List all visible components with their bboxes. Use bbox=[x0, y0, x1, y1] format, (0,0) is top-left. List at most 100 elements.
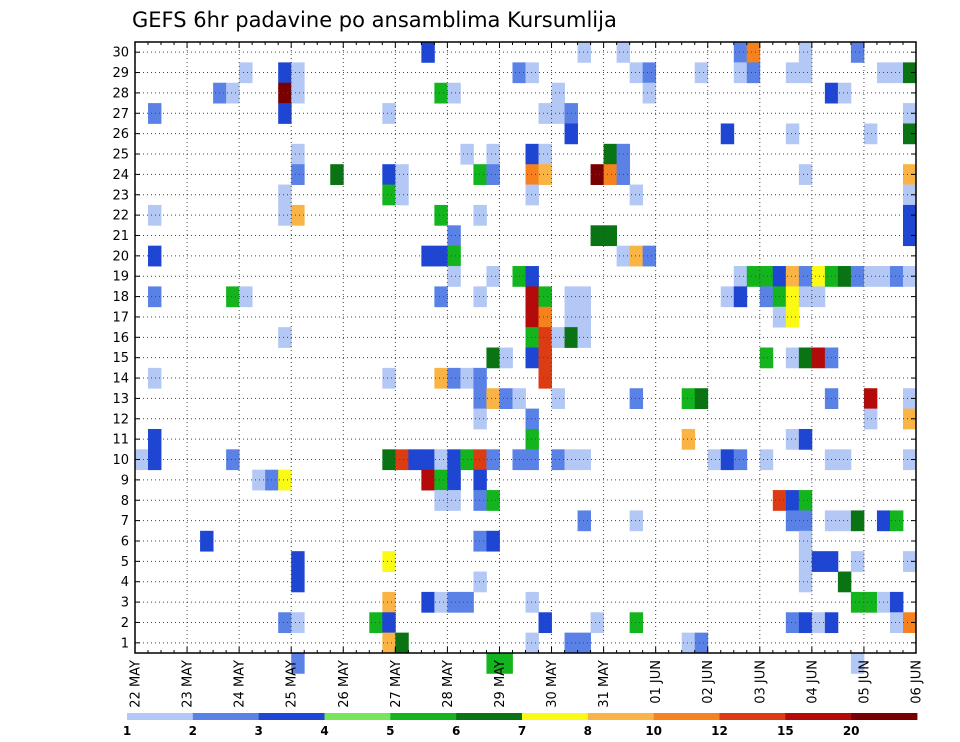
x-tick-label: 23 MAY bbox=[181, 660, 196, 708]
heatmap-cell bbox=[759, 286, 774, 308]
heatmap-cell bbox=[447, 591, 461, 613]
heatmap-cell bbox=[889, 510, 904, 532]
heatmap-cell bbox=[577, 286, 591, 308]
heatmap-cell bbox=[525, 347, 539, 369]
heatmap-cell bbox=[525, 184, 539, 206]
heatmap-cell bbox=[525, 408, 539, 430]
y-tick-label: 17 bbox=[112, 310, 129, 325]
heatmap-cell bbox=[447, 266, 461, 287]
legend-label: 15 bbox=[777, 724, 794, 738]
heatmap-cell bbox=[148, 449, 162, 471]
chart-title: GEFS 6hr padavine po ansamblima Kursumli… bbox=[132, 8, 617, 32]
y-tick-label: 23 bbox=[112, 188, 129, 203]
legend-swatch bbox=[851, 713, 918, 720]
heatmap-cell bbox=[811, 612, 826, 634]
heatmap-cell bbox=[369, 612, 383, 634]
x-tick-label: 28 MAY bbox=[441, 660, 456, 708]
heatmap-cell bbox=[798, 42, 813, 63]
heatmap-cell bbox=[577, 449, 591, 471]
heatmap-cell bbox=[486, 530, 500, 552]
heatmap-cell bbox=[486, 347, 500, 369]
heatmap-cell bbox=[902, 225, 917, 247]
heatmap-cell bbox=[850, 266, 865, 287]
heatmap-cell bbox=[291, 571, 305, 593]
y-tick-label: 19 bbox=[112, 270, 129, 285]
heatmap-cell bbox=[902, 612, 917, 634]
heatmap-cell bbox=[226, 82, 240, 104]
heatmap-cell bbox=[291, 82, 305, 104]
heatmap-cell bbox=[889, 266, 904, 287]
heatmap-cell bbox=[850, 551, 865, 572]
heatmap-cell bbox=[629, 184, 644, 206]
heatmap-cell bbox=[473, 164, 487, 185]
legend-swatch bbox=[719, 713, 786, 720]
y-tick-label: 13 bbox=[112, 392, 129, 407]
heatmap-cell bbox=[278, 327, 292, 348]
heatmap-cell bbox=[811, 266, 826, 287]
y-axis-ticks: 1234567891011121314151617181920212223242… bbox=[112, 46, 916, 651]
heatmap-cell bbox=[525, 306, 539, 328]
legend-label: 7 bbox=[518, 724, 526, 738]
heatmap-cell bbox=[863, 388, 878, 409]
heatmap-cell bbox=[291, 62, 305, 84]
legend-label: 1 bbox=[123, 724, 131, 738]
heatmap-cell bbox=[694, 632, 709, 654]
heatmap-cell bbox=[395, 184, 409, 206]
heatmap-cell bbox=[785, 286, 800, 308]
heatmap-cell bbox=[798, 266, 813, 287]
heatmap-cell bbox=[473, 204, 487, 226]
heatmap-cell bbox=[798, 62, 813, 84]
x-tick-label: 25 MAY bbox=[285, 660, 300, 708]
x-tick-label: 22 MAY bbox=[129, 660, 144, 708]
heatmap-cell bbox=[148, 367, 162, 389]
heatmap-cell bbox=[837, 449, 852, 471]
y-tick-label: 25 bbox=[112, 148, 129, 163]
heatmap-cell bbox=[538, 306, 552, 328]
heatmap-cell bbox=[473, 388, 487, 409]
heatmap-cell bbox=[642, 82, 657, 104]
heatmap-cell bbox=[525, 428, 539, 450]
heatmap-cell bbox=[148, 103, 162, 124]
heatmap-cell bbox=[837, 82, 852, 104]
heatmap-cell bbox=[499, 653, 513, 674]
heatmap-cell bbox=[473, 469, 487, 491]
heatmap-cell bbox=[148, 245, 162, 267]
heatmap-cell bbox=[291, 653, 305, 674]
heatmap-cell bbox=[382, 591, 396, 613]
heatmap-cell bbox=[837, 571, 852, 593]
y-tick-label: 6 bbox=[121, 534, 129, 549]
heatmap-cell bbox=[525, 143, 539, 165]
heatmap-cell bbox=[291, 164, 305, 185]
legend-swatch bbox=[324, 713, 391, 720]
heatmap-cell bbox=[499, 388, 513, 409]
heatmap-cell bbox=[421, 591, 435, 613]
heatmap-cell bbox=[525, 62, 539, 84]
heatmap-cell bbox=[733, 449, 748, 471]
heatmap-cell bbox=[811, 286, 826, 308]
heatmap-cell bbox=[447, 469, 461, 491]
x-tick-label: 02 JUN bbox=[701, 660, 716, 704]
heatmap-cell bbox=[629, 245, 644, 267]
heatmap-cell bbox=[707, 449, 722, 471]
heatmap-cell bbox=[629, 612, 644, 634]
heatmap-cell bbox=[473, 449, 487, 471]
x-tick-label: 04 JUN bbox=[805, 660, 820, 704]
heatmap-cell bbox=[551, 449, 565, 471]
heatmap-cell bbox=[148, 286, 162, 308]
heatmap-cell bbox=[902, 62, 917, 84]
heatmap-cell bbox=[239, 286, 253, 308]
heatmap-cell bbox=[278, 62, 292, 84]
y-tick-label: 20 bbox=[112, 249, 129, 264]
legend-swatch bbox=[785, 713, 852, 720]
heatmap-cell bbox=[902, 164, 917, 185]
heatmap-cell bbox=[278, 82, 292, 104]
heatmap-cell bbox=[902, 184, 917, 206]
heatmap-cell bbox=[798, 286, 813, 308]
legend-label: 20 bbox=[843, 724, 860, 738]
heatmap-cell bbox=[863, 266, 878, 287]
legend-label: 4 bbox=[320, 724, 328, 738]
y-tick-label: 12 bbox=[112, 412, 129, 427]
heatmap-cell bbox=[525, 591, 539, 613]
x-tick-label: 01 JUN bbox=[649, 660, 664, 704]
heatmap-cell bbox=[694, 62, 709, 84]
